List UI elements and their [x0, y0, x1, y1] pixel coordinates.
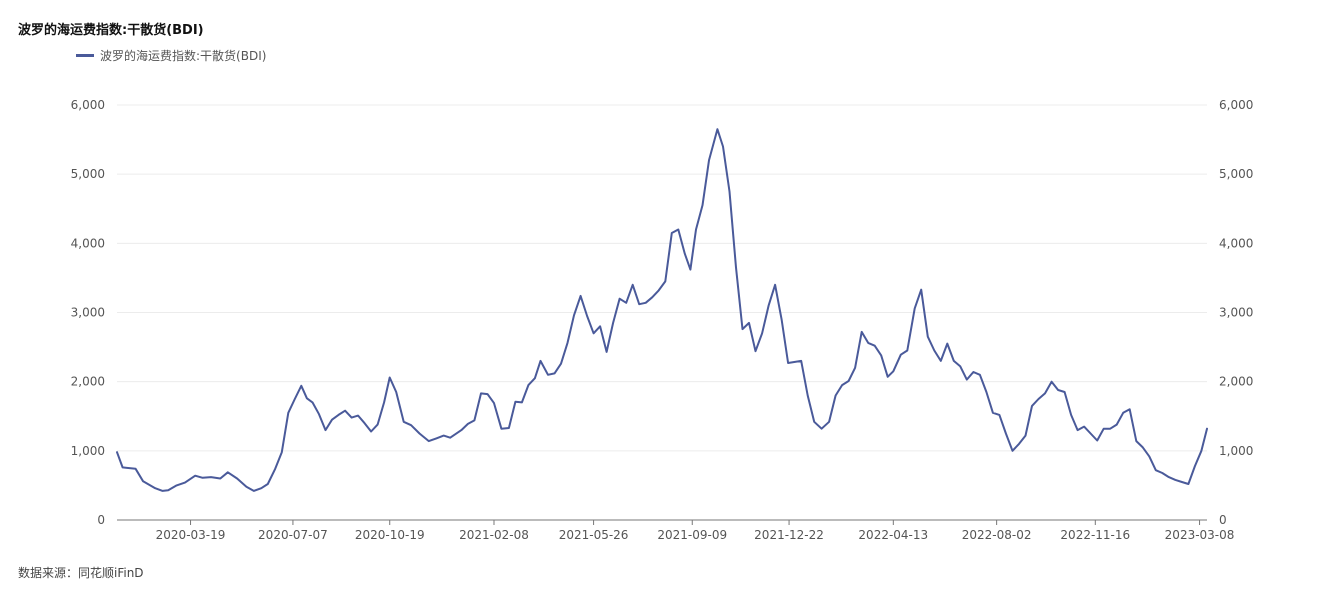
y-tick-label-left: 0	[97, 513, 105, 527]
legend-label: 波罗的海运费指数:干散货(BDI)	[100, 49, 267, 63]
y-tick-label-right: 5,000	[1219, 167, 1253, 181]
chart-title: 波罗的海运费指数:干散货(BDI)	[18, 23, 204, 38]
series-line-bdi	[116, 128, 1208, 492]
y-tick-label-right: 0	[1219, 513, 1227, 527]
y-tick-label-right: 2,000	[1219, 375, 1253, 389]
series-layer	[116, 128, 1208, 492]
y-tick-label-left: 3,000	[71, 306, 105, 320]
x-tick-label: 2023-03-08	[1165, 528, 1235, 542]
y-tick-label-left: 4,000	[71, 236, 105, 250]
legend: 波罗的海运费指数:干散货(BDI)	[76, 47, 266, 64]
y-tick-label-right: 3,000	[1219, 306, 1253, 320]
x-tick-label: 2021-09-09	[657, 528, 727, 542]
y-tick-label-right: 1,000	[1219, 444, 1253, 458]
grid-lines	[117, 104, 1207, 452]
legend-swatch	[76, 54, 94, 57]
y-tick-label-right: 6,000	[1219, 98, 1253, 112]
x-tick-label: 2022-08-02	[962, 528, 1032, 542]
data-source-note: 数据来源：同花顺iFinD	[18, 566, 144, 580]
x-tick-label: 2021-02-08	[459, 528, 529, 542]
x-tick-label: 2022-11-16	[1060, 528, 1130, 542]
x-tick-label: 2020-10-19	[355, 528, 425, 542]
y-tick-label-left: 2,000	[71, 375, 105, 389]
y-tick-label-left: 5,000	[71, 167, 105, 181]
x-tick-label: 2021-12-22	[754, 528, 824, 542]
x-tick-label: 2020-03-19	[156, 528, 226, 542]
y-tick-label-left: 1,000	[71, 444, 105, 458]
y-tick-label-left: 6,000	[71, 98, 105, 112]
x-tick-label: 2020-07-07	[258, 528, 328, 542]
axes: 0 0 1,000 1,000 2,000 2,000 3,000 3,000 4,000 4,0…	[71, 98, 1254, 542]
y-tick-label-right: 4,000	[1219, 236, 1253, 250]
x-tick-label: 2022-04-13	[858, 528, 928, 542]
x-tick-label: 2021-05-26	[559, 528, 629, 542]
